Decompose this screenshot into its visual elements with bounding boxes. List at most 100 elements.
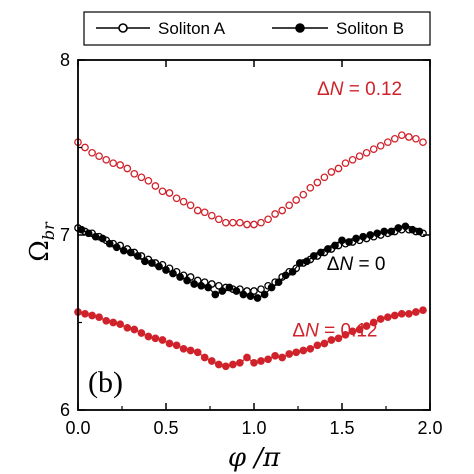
data-point	[320, 339, 329, 348]
data-point	[112, 243, 121, 252]
data-point	[214, 215, 223, 224]
data-point	[341, 159, 350, 168]
data-point	[250, 358, 258, 367]
data-point	[309, 252, 318, 260]
data-point	[324, 245, 332, 253]
data-point	[412, 134, 420, 143]
data-point	[95, 313, 103, 322]
data-point	[158, 187, 167, 196]
data-point	[257, 285, 265, 294]
data-point	[257, 218, 265, 227]
y-tick-label: 8	[60, 50, 70, 70]
data-point	[362, 322, 371, 330]
data-point	[250, 220, 258, 229]
legend-label-b: Soliton B	[336, 19, 404, 38]
data-point	[264, 355, 272, 364]
data-point	[172, 341, 181, 350]
data-point	[271, 351, 279, 360]
data-point	[376, 141, 385, 150]
data-point	[123, 164, 132, 173]
data-point	[383, 138, 392, 147]
data-point	[306, 344, 315, 353]
data-point	[401, 222, 410, 231]
data-point	[387, 227, 396, 236]
data-point	[130, 169, 139, 178]
legend-label-a: Soliton A	[158, 19, 226, 38]
data-point	[102, 316, 111, 325]
data-point	[397, 131, 406, 140]
data-point	[369, 318, 378, 327]
delta-n-label: ΔN = 0	[327, 254, 386, 275]
data-point	[151, 182, 160, 190]
series-3	[74, 306, 427, 371]
data-point	[288, 267, 297, 276]
data-point	[200, 208, 209, 217]
series-2	[77, 222, 424, 302]
data-point	[141, 257, 149, 266]
data-point	[133, 252, 142, 260]
data-point	[193, 348, 202, 357]
data-point	[183, 276, 191, 285]
x-tick-label: 2.0	[417, 418, 442, 438]
x-tick-label: 1.5	[329, 418, 354, 438]
x-axis-title: φ /π	[228, 443, 281, 473]
y-axis-title: Ωbr	[25, 221, 58, 262]
data-point	[334, 334, 343, 343]
delta-n-prefix: Δ	[292, 321, 305, 342]
data-point	[116, 161, 125, 169]
data-point	[165, 339, 174, 348]
delta-n-value: = 0.12	[343, 79, 402, 100]
data-point	[295, 259, 304, 267]
data-point	[313, 341, 322, 350]
data-point	[373, 229, 382, 238]
data-point	[278, 206, 287, 215]
data-point	[81, 309, 89, 318]
delta-n-var: N	[339, 254, 353, 275]
data-point	[137, 329, 146, 337]
data-point	[281, 271, 290, 280]
y-tick-label: 7	[60, 225, 70, 245]
data-point	[302, 257, 311, 266]
data-point	[77, 225, 86, 234]
data-point	[419, 138, 427, 147]
data-point	[405, 133, 413, 141]
data-point	[246, 292, 255, 301]
data-point	[348, 327, 357, 336]
data-point	[320, 173, 329, 182]
data-point	[229, 218, 237, 227]
data-point	[123, 323, 132, 332]
data-point	[225, 283, 234, 292]
data-point	[229, 360, 237, 369]
series-0	[74, 131, 427, 229]
data-point	[292, 348, 301, 357]
data-point	[158, 336, 167, 344]
data-point	[348, 155, 357, 164]
data-point	[179, 197, 188, 206]
data-point	[331, 241, 339, 250]
data-point	[274, 278, 283, 287]
data-point	[221, 218, 230, 227]
data-point	[151, 334, 160, 343]
data-point	[306, 183, 315, 192]
data-point	[250, 287, 258, 295]
x-tick-label: 0.5	[153, 418, 178, 438]
x-tick-label: 0.0	[65, 418, 90, 438]
data-point	[144, 332, 153, 341]
data-point	[408, 225, 417, 234]
data-point	[338, 236, 346, 245]
data-point	[334, 164, 343, 173]
data-point	[394, 224, 403, 232]
data-point	[355, 152, 364, 161]
data-point	[221, 362, 230, 371]
data-point	[84, 229, 93, 238]
delta-n-prefix: Δ	[317, 79, 330, 100]
data-point	[366, 231, 375, 239]
data-point	[176, 273, 184, 281]
data-point	[98, 234, 107, 243]
data-point	[419, 306, 427, 315]
delta-n-label: ΔN = 0.12	[317, 79, 402, 100]
delta-n-var: N	[305, 321, 319, 342]
series-layer	[74, 131, 427, 371]
